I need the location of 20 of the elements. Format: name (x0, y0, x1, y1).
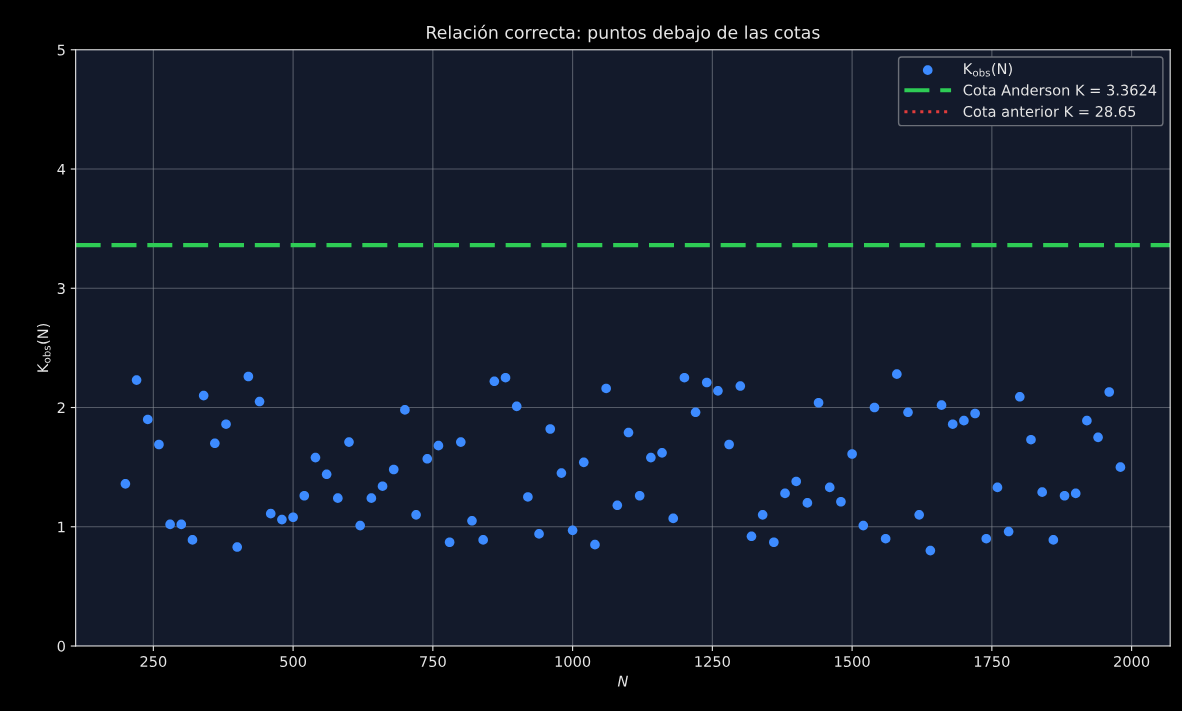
x-tick-label: 1000 (555, 655, 591, 668)
y-tick-label: 0 (57, 640, 65, 652)
y-tick-label: 3 (57, 282, 65, 295)
chart-title: Relación correcta: puntos debajo de las cotas (427, 24, 820, 43)
x-tick-label: 2000 (1114, 655, 1150, 668)
text: Cota anterior K = 28.65 (963, 105, 1136, 117)
y-tick-label: 2 (57, 402, 65, 414)
y-tick-label: 5 (57, 44, 65, 56)
x-tick-label: 1750 (974, 655, 1010, 668)
legend-label: K$_{obs}$(N) (964, 62, 1012, 77)
x-tick-label: 1500 (835, 655, 870, 668)
x-tick-label: 750 (420, 655, 446, 668)
x-tick-label: 1250 (695, 655, 730, 668)
x-axis-title: N (617, 675, 628, 687)
x-tick-label: 500 (280, 655, 307, 668)
y-tick-label: 4 (57, 163, 66, 175)
y-axis-title: K$_{obs}$(N) (36, 323, 51, 372)
y-tick-label: 1 (58, 521, 65, 533)
legend-label: Cota Anderson K = 3.3624 (963, 84, 1157, 96)
x-tick-label: 250 (140, 655, 167, 668)
